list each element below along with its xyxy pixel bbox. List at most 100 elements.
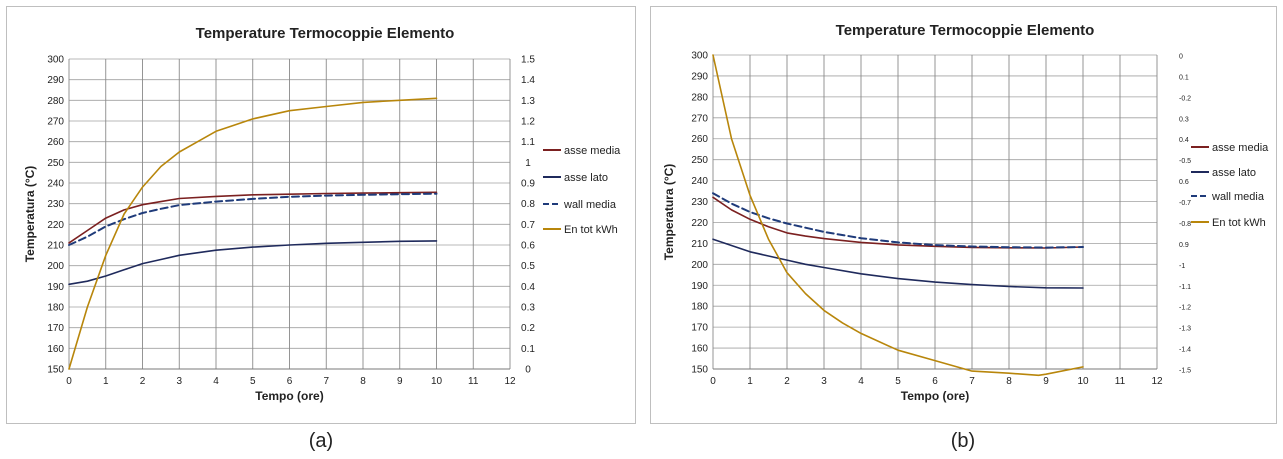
chart-a: Temperature Termocoppie Elemento15016017… xyxy=(23,25,621,403)
y-tick-label: 190 xyxy=(691,281,708,292)
chart-panel-b: Temperature Termocoppie Elemento 150 160 17… xyxy=(650,6,1277,424)
y2-tick-label: 1.3 xyxy=(521,96,535,107)
x-tick-label: 1 xyxy=(747,376,753,387)
x-tick-label: 8 xyxy=(360,376,366,387)
legend-label: wall media xyxy=(1211,191,1265,203)
y2-tick-label: 1.4 xyxy=(521,75,535,86)
y2-tick-label: 0.6 xyxy=(521,241,535,252)
x-tick-label: 2 xyxy=(140,376,146,387)
y-tick-label: 150 xyxy=(691,365,708,376)
x-tick-label: 3 xyxy=(821,376,827,387)
y2-tick-label: 0.4 xyxy=(521,282,535,293)
y2-tick-label: 0.3 xyxy=(521,303,535,314)
series-line-en-tot-kwh xyxy=(712,54,1084,377)
y2-tick-label: -1.5 xyxy=(1179,368,1191,375)
y2-tick-label: 0.9 xyxy=(521,179,535,190)
x-tick-label: 12 xyxy=(504,376,516,387)
chart-b: Temperature Termocoppie Elemento15016017… xyxy=(662,22,1269,403)
y2-tick-label: -0.7 xyxy=(1179,200,1191,207)
x-tick-label: 8 xyxy=(1006,376,1012,387)
y2-tick-label: 0.8 xyxy=(521,199,535,210)
chart-panel-a: Temperature Termocoppie Elemento 150 160 17… xyxy=(6,6,636,424)
x-tick-label: 4 xyxy=(858,376,864,387)
y2-tick-label: 0.6 xyxy=(1179,179,1189,186)
y-tick-label: 190 xyxy=(47,282,64,293)
x-tick-label: 6 xyxy=(287,376,293,387)
legend-label: asse media xyxy=(564,145,621,157)
y-tick-label: 210 xyxy=(691,239,708,250)
x-tick-label: 9 xyxy=(1043,376,1049,387)
y-tick-label: 180 xyxy=(47,303,64,314)
series-line-asse-lato xyxy=(712,238,1084,289)
y-tick-label: 210 xyxy=(47,241,64,252)
series-line-en-tot-kwh xyxy=(68,97,438,370)
y-tick-label: 230 xyxy=(47,199,64,210)
x-tick-label: 0 xyxy=(710,376,716,387)
x-tick-label: 7 xyxy=(969,376,975,387)
y2-tick-label: -1.4 xyxy=(1179,347,1191,354)
y2-tick-label: 0.4 xyxy=(1179,137,1189,144)
y2-tick-label: 0.1 xyxy=(521,344,535,355)
y-axis-title: Temperatura (°C) xyxy=(662,164,676,261)
grid xyxy=(712,54,1158,370)
y2-tick-label: 0.1 xyxy=(1179,74,1189,81)
y-tick-label: 300 xyxy=(47,55,64,66)
chart-title: Temperature Termocoppie Elemento xyxy=(836,22,1095,39)
x-tick-label: 12 xyxy=(1151,376,1163,387)
y2-tick-label: 0.5 xyxy=(521,261,535,272)
y2-tick-label: 0.7 xyxy=(521,220,535,231)
y-tick-label: 240 xyxy=(47,179,64,190)
y2-tick-label: 1.2 xyxy=(521,117,535,128)
x-tick-label: 0 xyxy=(66,376,72,387)
x-tick-label: 10 xyxy=(431,376,443,387)
y-tick-label: 280 xyxy=(47,96,64,107)
series-line-wall-media xyxy=(68,192,438,246)
x-axis-title: Tempo (ore) xyxy=(901,389,969,403)
y-axis-title: Temperatura (°C) xyxy=(23,166,37,263)
x-tick-label: 9 xyxy=(397,376,403,387)
y-tick-label: 260 xyxy=(691,134,708,145)
y-tick-label: 280 xyxy=(691,92,708,103)
y2-tick-label: -1.1 xyxy=(1179,284,1191,291)
y2-tick-label: 0.2 xyxy=(521,323,535,334)
y2-tick-label: 0 xyxy=(525,365,531,376)
y-tick-label: 180 xyxy=(691,302,708,313)
y-tick-label: 240 xyxy=(691,176,708,187)
y-tick-label: 200 xyxy=(691,260,708,271)
series-line-asse-media xyxy=(68,191,438,244)
y2-tick-label: -1.2 xyxy=(1179,305,1191,312)
y-tick-label: 220 xyxy=(47,220,64,231)
y2-tick-label: 0.3 xyxy=(1179,116,1189,123)
grid xyxy=(68,58,511,370)
y-tick-label: 160 xyxy=(691,344,708,355)
y-tick-label: 200 xyxy=(47,261,64,272)
y2-tick-label: -0.8 xyxy=(1179,221,1191,228)
legend-label: asse lato xyxy=(1212,167,1256,179)
x-tick-label: 7 xyxy=(323,376,329,387)
y-tick-label: 220 xyxy=(691,218,708,229)
y-tick-label: 250 xyxy=(691,155,708,166)
legend-label: asse lato xyxy=(564,172,608,184)
y2-tick-label: -0.2 xyxy=(1179,95,1191,102)
y-tick-label: 270 xyxy=(47,117,64,128)
legend-label: En tot kWh xyxy=(1212,217,1266,229)
x-tick-label: 11 xyxy=(468,376,479,387)
x-tick-label: 6 xyxy=(932,376,938,387)
legend-label: En tot kWh xyxy=(564,224,618,236)
x-tick-label: 10 xyxy=(1077,376,1089,387)
y-tick-label: 290 xyxy=(47,75,64,86)
y2-tick-label: 1.5 xyxy=(521,55,535,66)
y2-tick-label: 0 xyxy=(1179,54,1183,61)
y-tick-label: 230 xyxy=(691,197,708,208)
legend-label: wall media xyxy=(563,199,617,211)
series-line-asse-lato xyxy=(68,240,438,286)
y-tick-label: 270 xyxy=(691,113,708,124)
x-tick-label: 5 xyxy=(250,376,256,387)
x-tick-label: 1 xyxy=(103,376,109,387)
series-line-wall-media xyxy=(712,192,1084,249)
caption-b: (b) xyxy=(950,430,976,452)
y-tick-label: 300 xyxy=(691,51,708,62)
legend-label: asse media xyxy=(1212,142,1269,154)
y-tick-label: 260 xyxy=(47,137,64,148)
y-tick-label: 170 xyxy=(691,323,708,334)
